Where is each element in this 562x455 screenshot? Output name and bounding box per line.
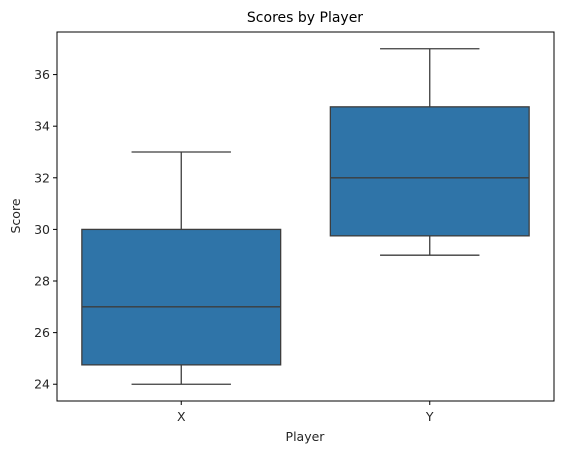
y-tick-label: 24 bbox=[34, 377, 50, 392]
y-axis: 24 26 28 30 32 34 36 bbox=[34, 67, 57, 392]
x-tick-label: Y bbox=[425, 409, 434, 424]
y-axis-label: Score bbox=[8, 198, 23, 233]
chart-title: Scores by Player bbox=[247, 10, 363, 26]
x-tick-label: X bbox=[177, 409, 186, 424]
y-tick-label: 30 bbox=[34, 222, 50, 237]
box-x bbox=[81, 151, 282, 385]
y-tick-label: 36 bbox=[34, 67, 50, 82]
axes-frame bbox=[56, 31, 555, 402]
x-axis-label: Player bbox=[286, 429, 326, 444]
box-iqr bbox=[329, 106, 530, 237]
y-tick-label: 34 bbox=[34, 119, 50, 134]
y-tick-label: 28 bbox=[34, 274, 50, 289]
y-tick-label: 32 bbox=[34, 170, 50, 185]
plot-area bbox=[81, 48, 530, 385]
box-y bbox=[329, 48, 530, 256]
box-iqr bbox=[81, 228, 282, 366]
y-tick-label: 26 bbox=[34, 325, 50, 340]
